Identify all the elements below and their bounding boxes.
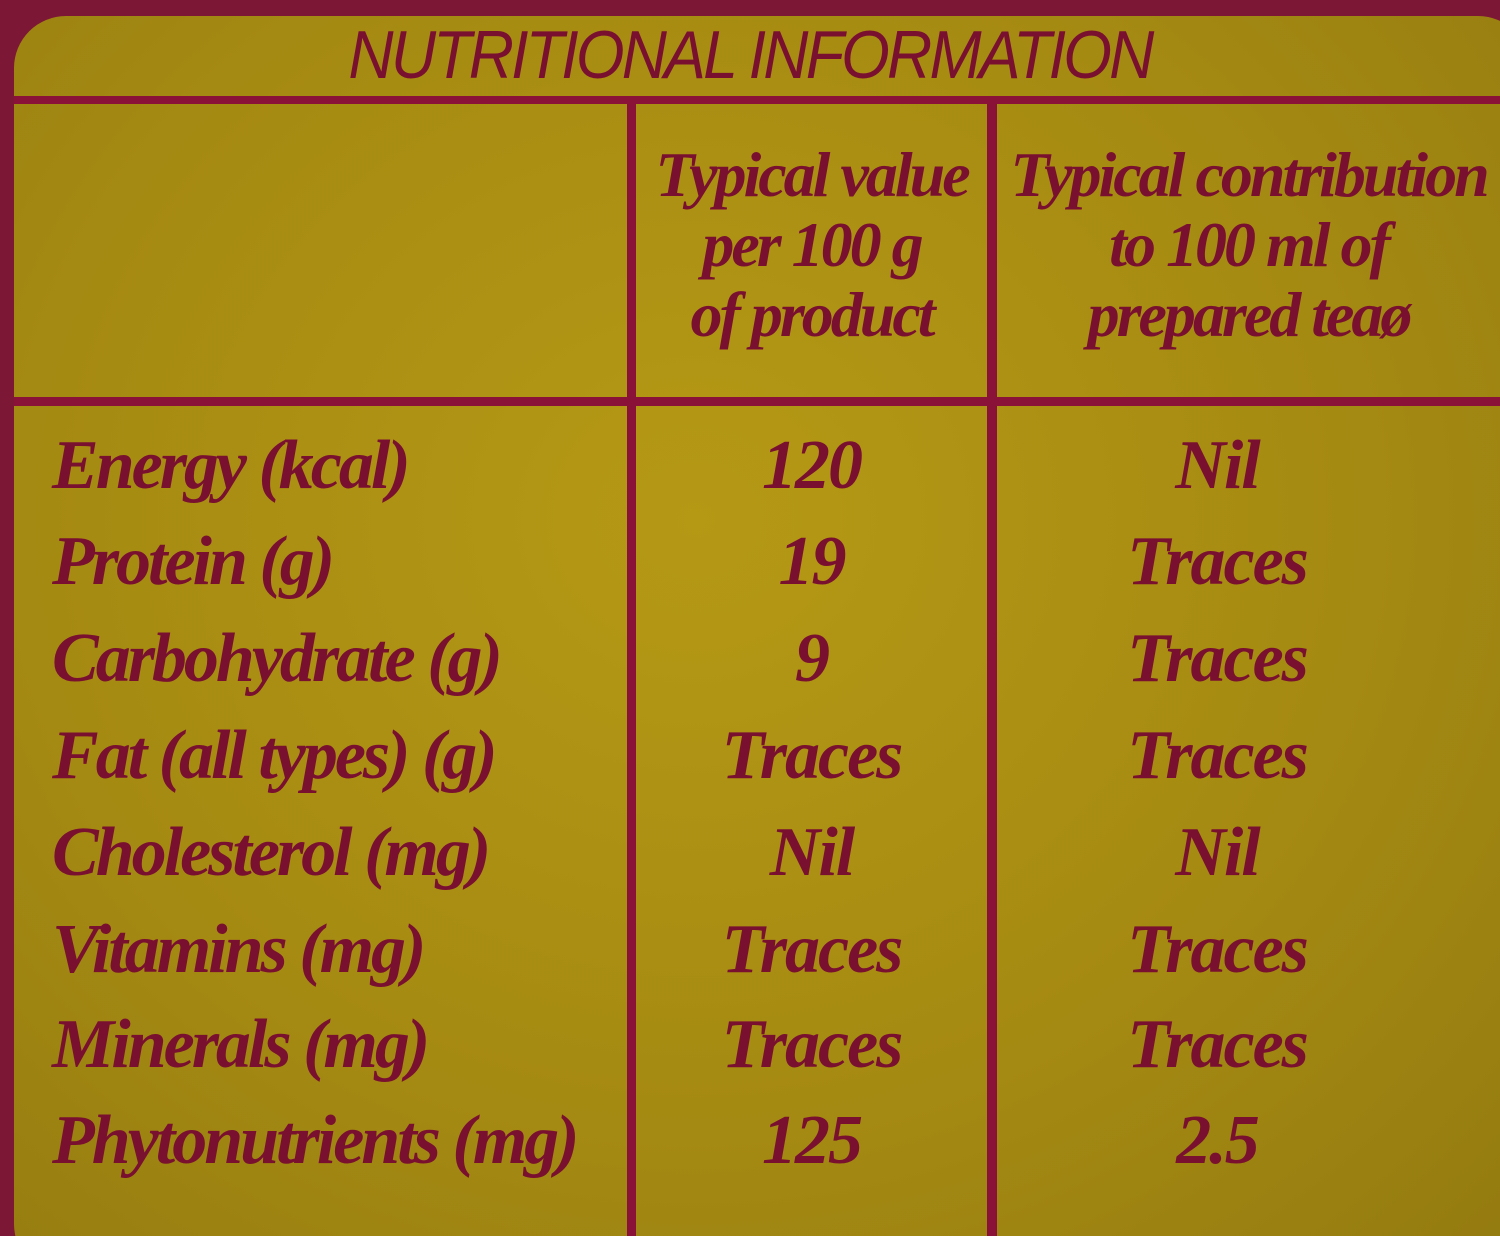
row-value-per-100g: 9 <box>795 620 830 697</box>
row-value-per-100g: Traces <box>721 717 904 794</box>
row-value-per-100ml: Nil <box>1175 427 1260 504</box>
row-value-per-100ml: 2.5 <box>1176 1102 1260 1179</box>
row-label: Vitamins (mg) <box>52 911 426 988</box>
row-value-per-100ml: Nil <box>1175 814 1260 891</box>
row-value-per-100g: 19 <box>778 523 847 600</box>
row-label: Phytonutrients (mg) <box>52 1102 579 1179</box>
nutrition-panel <box>14 16 1500 1236</box>
row-value-per-100ml: Traces <box>1127 523 1309 600</box>
column-divider-1 <box>627 104 636 1236</box>
panel-title: NUTRITIONAL INFORMATION <box>348 17 1154 93</box>
row-label: Minerals (mg) <box>52 1006 430 1083</box>
title-divider <box>14 96 1500 104</box>
row-value-per-100ml: Traces <box>1127 620 1309 697</box>
column-header-line: to 100 ml of <box>1109 209 1391 280</box>
row-label: Fat (all types) (g) <box>52 717 498 794</box>
row-value-per-100g: 120 <box>762 427 863 504</box>
header-divider <box>14 397 1500 406</box>
column-header-line: Typical contribution <box>1010 139 1489 210</box>
column-divider-2 <box>987 104 997 1236</box>
column-header-per-100ml: Typical contribution to 100 ml of prepar… <box>997 140 1500 350</box>
row-value-per-100g: 125 <box>762 1102 863 1179</box>
column-header-line: per 100 g <box>702 209 923 280</box>
row-value-per-100ml: Traces <box>1127 1006 1309 1083</box>
column-header-line: of product <box>690 279 936 350</box>
row-value-per-100g: Traces <box>721 911 904 988</box>
column-header-line: Typical value <box>655 139 970 210</box>
row-label: Carbohydrate (g) <box>52 620 503 697</box>
row-label: Cholesterol (mg) <box>52 814 491 891</box>
row-label: Energy (kcal) <box>52 427 411 504</box>
row-value-per-100ml: Traces <box>1127 717 1309 794</box>
row-value-per-100ml: Traces <box>1127 911 1309 988</box>
row-value-per-100g: Nil <box>769 814 855 891</box>
row-value-per-100g: Traces <box>721 1006 904 1083</box>
row-label: Protein (g) <box>52 523 335 600</box>
column-header-line: prepared teaø <box>1087 279 1413 350</box>
column-header-per-100g: Typical value per 100 g of product <box>636 140 987 350</box>
